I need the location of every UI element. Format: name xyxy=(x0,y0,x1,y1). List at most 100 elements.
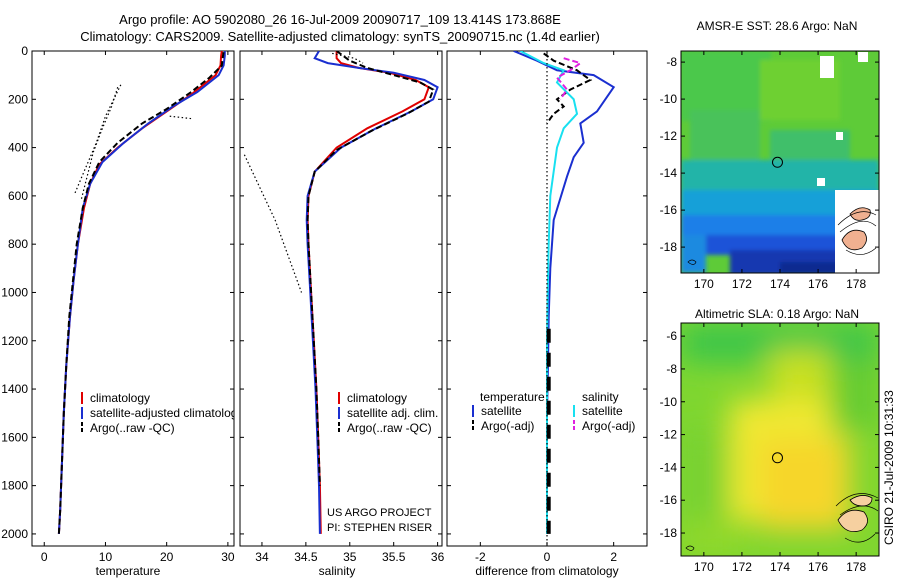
temperature-xlabel: temperature xyxy=(96,564,161,578)
timestamp: CSIRO 21-Jul-2009 10:31:33 xyxy=(882,390,896,545)
legend-label-sal-satellite: satellite xyxy=(582,404,623,418)
temperature-legend: climatology satellite-adjusted climatolo… xyxy=(81,391,243,435)
temperature-ytick-label: 1200 xyxy=(1,334,28,348)
temperature-series-climatology xyxy=(57,51,223,534)
salinity-xtick-label: 35 xyxy=(343,550,357,564)
temperature-series-envelope-right xyxy=(80,87,119,201)
sst-map-ytick-label: -18 xyxy=(660,240,678,254)
difference-series-temperature-satellite xyxy=(513,51,616,534)
temperature-plot xyxy=(57,51,226,534)
pi-credit: PI: STEPHEN RISER xyxy=(327,522,432,534)
legend-label-climatology: climatology xyxy=(90,391,150,405)
sst-map-ytick-label: -16 xyxy=(660,203,678,217)
legend-label-argo: Argo(..raw -QC) xyxy=(347,421,432,435)
project-credit: US ARGO PROJECT xyxy=(327,507,432,519)
temperature-xtick-label: 10 xyxy=(99,550,113,564)
temperature-ytick-label: 1000 xyxy=(1,285,28,299)
sst-map-xtick-label: 174 xyxy=(770,277,790,291)
salinity-series-surface-marks xyxy=(332,52,364,64)
salinity-plot xyxy=(243,51,439,534)
coastline-contours xyxy=(687,259,697,265)
sla-map-title: Altimetric SLA: 0.18 Argo: NaN xyxy=(695,307,859,321)
coastline-contours xyxy=(685,545,695,551)
legend-header-salinity: salinity xyxy=(582,390,619,404)
temperature-axes xyxy=(31,50,235,547)
difference-plot xyxy=(513,51,616,546)
salinity-series-argo-raw-qc- xyxy=(306,51,435,486)
salinity-legend: climatology satellite adj. clim. Argo(..… xyxy=(327,391,438,534)
island-icon xyxy=(841,229,867,251)
temperature-ytick-label: 600 xyxy=(8,189,28,203)
sst-map-title: AMSR-E SST: 28.6 Argo: NaN xyxy=(697,19,858,33)
argo-position-marker xyxy=(771,452,783,464)
sst-map-ticks: 170 172 174 176 178 -8 -10 -12 -14 -16 -18 xyxy=(660,51,879,291)
sst-map: AMSR-E SST: 28.6 Argo: NaN xyxy=(660,19,880,291)
temperature-ytick-label: 1400 xyxy=(1,382,28,396)
legend-label-satellite: satellite adj. clim. xyxy=(347,406,438,420)
difference-legend: temperature salinity satellite Argo(-adj… xyxy=(472,390,635,433)
temperature-ytick-label: 200 xyxy=(8,92,28,106)
legend-label-argo: Argo(..raw -QC) xyxy=(90,421,175,435)
sst-map-ytick-label: -14 xyxy=(660,166,678,180)
sla-map-ytick-label: -14 xyxy=(660,460,678,474)
sla-map-ticks: 170 172 174 176 178 -6 -8 -10 -12 -14 -16 -18 xyxy=(660,323,879,574)
sla-map-xtick-label: 178 xyxy=(846,560,866,574)
difference-xtick-label: 2 xyxy=(610,550,617,564)
axis-ticks: 0 10 20 30020040060080010001200140016001800… xyxy=(1,44,647,564)
salinity-series-climatology xyxy=(306,51,431,534)
sla-map-xtick-label: 172 xyxy=(732,560,752,574)
salinity-xtick-label: 34 xyxy=(255,550,269,564)
sst-map-xtick-label: 172 xyxy=(732,277,752,291)
temperature-series-argo-raw-qc- xyxy=(57,52,225,534)
sla-map-ytick-label: -6 xyxy=(666,329,677,343)
salinity-axes xyxy=(239,50,443,547)
sla-map-xtick-label: 170 xyxy=(694,560,714,574)
sla-map: Altimetric SLA: 0.18 Argo: NaN 170 172 174… xyxy=(660,307,880,574)
temperature-ytick-label: 1600 xyxy=(1,430,28,444)
sst-map-ytick-label: -8 xyxy=(666,55,677,69)
salinity-xtick-label: 35.5 xyxy=(382,550,406,564)
sla-field xyxy=(681,323,879,556)
temperature-xtick-label: 0 xyxy=(41,550,48,564)
legend-label-temp-satellite: satellite xyxy=(481,404,522,418)
sst-map-ytick-label: -12 xyxy=(660,129,678,143)
sla-map-xtick-label: 174 xyxy=(770,560,790,574)
salinity-xtick-label: 34.5 xyxy=(294,550,318,564)
temperature-series-envelope-tick xyxy=(169,115,192,120)
temperature-series-envelope-left xyxy=(74,84,122,194)
coastline-contours xyxy=(835,493,879,543)
sst-map-xtick-label: 170 xyxy=(694,277,714,291)
legend-header-temperature: temperature xyxy=(480,390,545,404)
salinity-series-satellite-adj-clim- xyxy=(305,51,439,534)
legend-label-climatology: climatology xyxy=(347,391,407,405)
salinity-xlabel: salinity xyxy=(319,564,356,578)
sst-map-xtick-label: 176 xyxy=(808,277,828,291)
sst-missing-patch xyxy=(836,132,843,140)
temperature-ytick-label: 400 xyxy=(8,141,28,155)
figure-title-line1: Argo profile: AO 5902080_26 16-Jul-2009 … xyxy=(119,12,561,27)
difference-xlabel: difference from climatology xyxy=(475,564,618,578)
sst-map-xtick-label: 178 xyxy=(846,277,866,291)
temperature-ytick-label: 2000 xyxy=(1,527,28,541)
sla-map-ytick-label: -10 xyxy=(660,395,678,409)
salinity-xtick-label: 36 xyxy=(431,550,445,564)
difference-xtick-label: -2 xyxy=(475,550,486,564)
legend-label-sal-argo: Argo(-adj) xyxy=(582,419,635,433)
sst-map-ytick-label: -10 xyxy=(660,92,678,106)
temperature-xtick-label: 30 xyxy=(221,550,235,564)
difference-series-salinity-argo-adj- xyxy=(555,57,583,100)
island-icon xyxy=(837,509,868,533)
temperature-xtick-label: 20 xyxy=(160,550,174,564)
island-icon xyxy=(849,207,871,221)
coastline-contours xyxy=(837,211,877,255)
temperature-ytick-label: 800 xyxy=(8,237,28,251)
legend-label-satellite: satellite-adjusted climatology xyxy=(90,406,243,420)
temperature-ytick-label: 0 xyxy=(21,44,28,58)
figure-title-line2: Climatology: CARS2009. Satellite-adjuste… xyxy=(80,29,600,44)
island-icon xyxy=(849,495,873,507)
sst-missing-patch xyxy=(817,178,825,186)
sla-map-ytick-label: -8 xyxy=(666,362,677,376)
sla-map-xtick-label: 176 xyxy=(808,560,828,574)
